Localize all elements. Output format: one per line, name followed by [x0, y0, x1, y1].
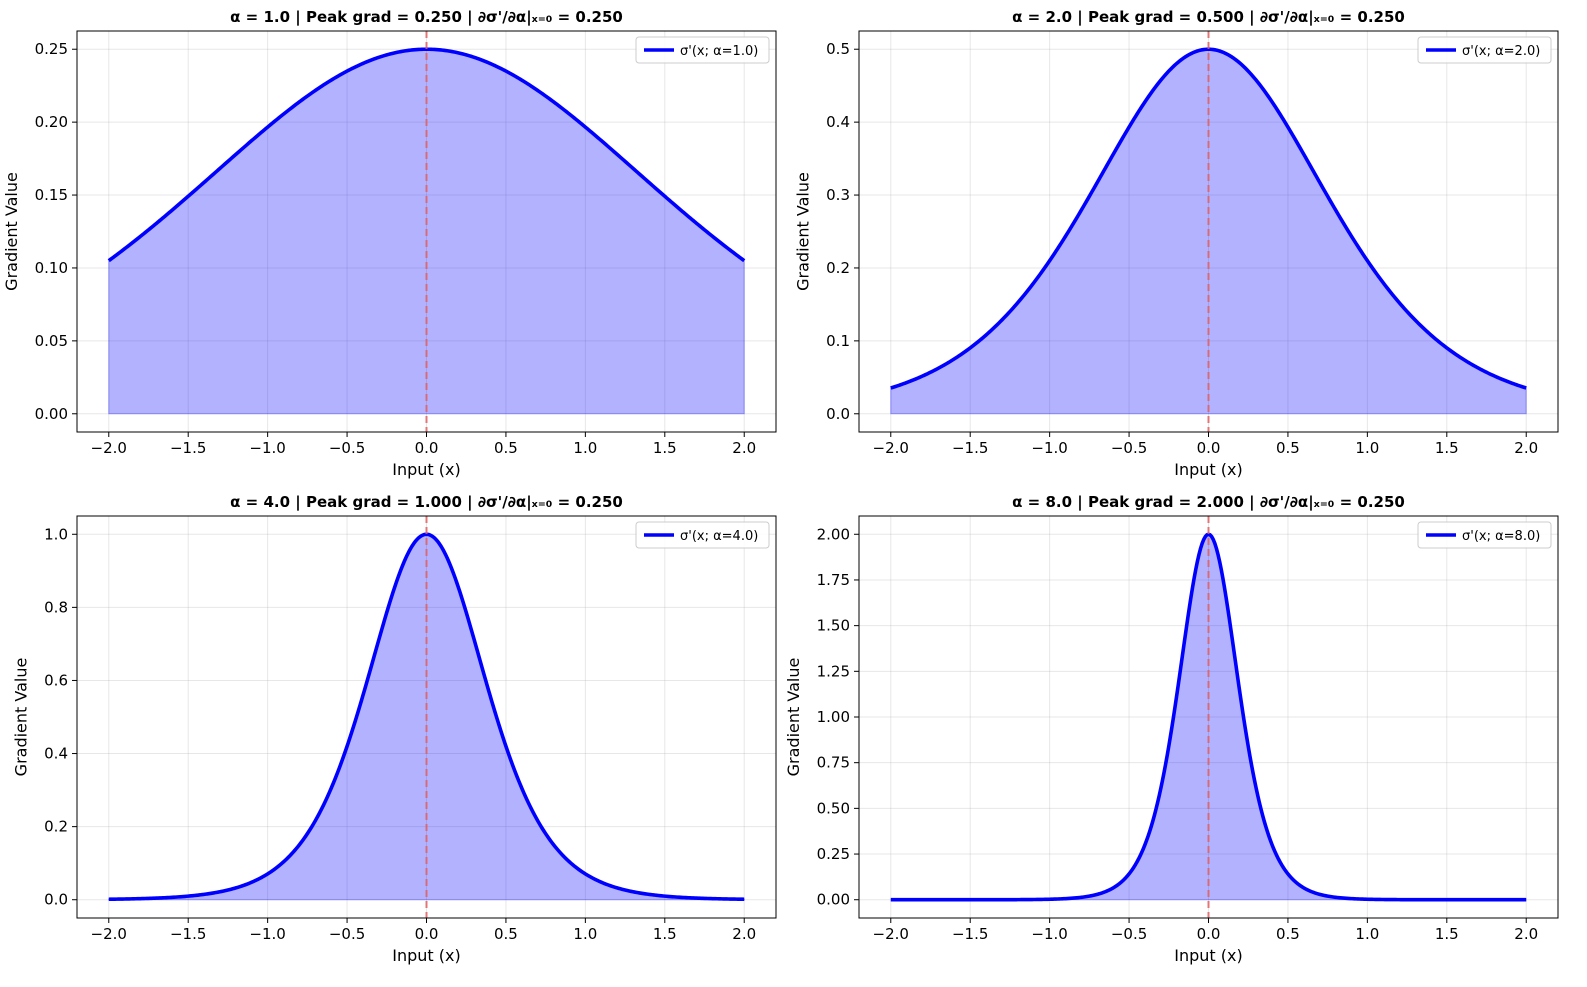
x-tick-label: 1.5 [1435, 925, 1459, 943]
y-tick-label: 1.00 [817, 708, 850, 726]
x-tick-label: 0.0 [1197, 439, 1221, 457]
y-tick-label: 0.05 [35, 332, 68, 350]
chart-title: α = 2.0 | Peak grad = 0.500 | ∂σ'/∂α|ₓ₌₀… [1012, 8, 1405, 27]
x-tick-label: 1.5 [653, 925, 677, 943]
legend-box [635, 521, 770, 549]
y-axis-label: Gradient Value [2, 172, 21, 291]
x-tick-label: 1.0 [1355, 925, 1379, 943]
y-tick-label: 0.4 [44, 745, 68, 763]
series-line [108, 532, 745, 902]
y-tick-label: 1.50 [817, 617, 850, 635]
x-tick-label: 0.5 [1276, 925, 1300, 943]
legend-entry: σ'(x; α=2.0) [1462, 44, 1540, 59]
y-tick-label: 0.15 [35, 186, 68, 204]
legend: σ'(x; α=2.0) [1417, 36, 1552, 64]
y-tick-label: 0.10 [35, 259, 68, 277]
x-tick-label: 1.0 [573, 439, 597, 457]
y-tick-label: 0.25 [817, 845, 850, 863]
legend-box [1417, 521, 1552, 549]
y-tick-label: 2.00 [817, 525, 850, 543]
x-tick-label: −1.5 [170, 925, 206, 943]
x-tick-label: 2.0 [732, 925, 756, 943]
series-line [890, 532, 1527, 902]
x-tick-label: −1.5 [952, 925, 988, 943]
subplot-4: −2.0 −1.5 −1.0 −0.5 0.0 0.5 1.0 1.5 2.0 0.00 0.25 0… [784, 493, 1559, 965]
subplot-1: −2.0 −1.5 −1.0 −0.5 0.0 0.5 1.0 1.5 2.0 0.00 0.05 0… [2, 8, 777, 479]
x-tick-label: 2.0 [1514, 439, 1538, 457]
subplot-3: −2.0 −1.5 −1.0 −0.5 0.0 0.5 1.0 1.5 2.0 0.0 0.2 0.4… [12, 493, 777, 965]
legend: σ'(x; α=8.0) [1417, 521, 1552, 549]
x-tick-label: −1.0 [249, 925, 285, 943]
y-tick-label: 0.20 [35, 113, 68, 131]
x-tick-label: −2.0 [873, 925, 909, 943]
y-tick-label: 0.2 [826, 259, 850, 277]
subplot-2: −2.0 −1.5 −1.0 −0.5 0.0 0.5 1.0 1.5 2.0 0.0 0.1 0.2… [794, 8, 1559, 479]
y-tick-label: 0.0 [826, 405, 850, 423]
x-tick-label: 0.5 [1276, 439, 1300, 457]
x-tick-label: 0.0 [1197, 925, 1221, 943]
chart-title: α = 4.0 | Peak grad = 1.000 | ∂σ'/∂α|ₓ₌₀… [230, 493, 623, 512]
y-tick-label: 0.3 [826, 186, 850, 204]
x-tick-label: 0.0 [415, 439, 439, 457]
x-tick-label: 0.5 [494, 925, 518, 943]
y-tick-label: 0.75 [817, 754, 850, 772]
y-tick-label: 1.25 [817, 662, 850, 680]
x-axis-label: Input (x) [392, 460, 460, 479]
x-tick-label: 2.0 [1514, 925, 1538, 943]
y-tick-label: 0.2 [44, 818, 68, 836]
x-tick-label: −1.0 [1031, 925, 1067, 943]
legend: σ'(x; α=1.0) [635, 36, 770, 64]
y-tick-label: 0.8 [44, 598, 68, 616]
legend-entry: σ'(x; α=1.0) [680, 44, 758, 59]
x-tick-label: −1.0 [1031, 439, 1067, 457]
y-tick-label: 1.75 [817, 571, 850, 589]
legend-box [635, 36, 770, 64]
x-tick-label: 1.0 [1355, 439, 1379, 457]
y-axis-label: Gradient Value [784, 658, 803, 777]
chart-title: α = 1.0 | Peak grad = 0.250 | ∂σ'/∂α|ₓ₌₀… [230, 8, 623, 27]
y-tick-label: 1.0 [44, 525, 68, 543]
chart-title: α = 8.0 | Peak grad = 2.000 | ∂σ'/∂α|ₓ₌₀… [1012, 493, 1405, 512]
y-tick-label: 0.00 [817, 891, 850, 909]
y-tick-label: 0.25 [35, 40, 68, 58]
x-tick-label: 1.5 [653, 439, 677, 457]
x-tick-label: 1.5 [1435, 439, 1459, 457]
y-tick-label: 0.0 [44, 891, 68, 909]
x-axis-label: Input (x) [392, 946, 460, 965]
legend-box [1417, 36, 1552, 64]
x-tick-label: −2.0 [873, 439, 909, 457]
y-tick-label: 0.4 [826, 113, 850, 131]
x-tick-label: −0.5 [1111, 925, 1147, 943]
y-tick-label: 0.50 [817, 799, 850, 817]
y-tick-label: 0.00 [35, 405, 68, 423]
y-tick-label: 0.5 [826, 40, 850, 58]
x-axis-label: Input (x) [1174, 460, 1242, 479]
x-tick-label: −1.0 [249, 439, 285, 457]
x-tick-label: 2.0 [732, 439, 756, 457]
legend: σ'(x; α=4.0) [635, 521, 770, 549]
y-axis-label: Gradient Value [12, 658, 31, 777]
x-tick-label: −1.5 [952, 439, 988, 457]
x-tick-label: −0.5 [329, 925, 365, 943]
x-tick-label: −2.0 [91, 925, 127, 943]
x-tick-label: 0.5 [494, 439, 518, 457]
x-axis-label: Input (x) [1174, 946, 1242, 965]
x-tick-label: 1.0 [573, 925, 597, 943]
y-tick-label: 0.6 [44, 671, 68, 689]
x-tick-label: −2.0 [91, 439, 127, 457]
x-tick-label: −0.5 [329, 439, 365, 457]
legend-entry: σ'(x; α=8.0) [1462, 529, 1540, 544]
legend-entry: σ'(x; α=4.0) [680, 529, 758, 544]
x-tick-label: −1.5 [170, 439, 206, 457]
y-tick-label: 0.1 [826, 332, 850, 350]
series-line [107, 47, 746, 263]
x-tick-label: −0.5 [1111, 439, 1147, 457]
series-line [890, 47, 1527, 390]
y-axis-label: Gradient Value [794, 172, 813, 291]
x-tick-label: 0.0 [415, 925, 439, 943]
